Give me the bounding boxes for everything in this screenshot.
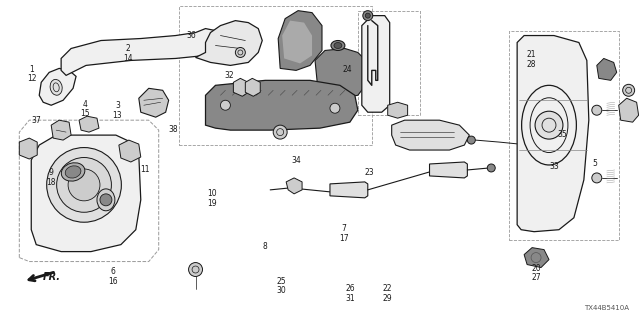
Text: 11: 11 — [141, 165, 150, 174]
Polygon shape — [31, 135, 141, 252]
Polygon shape — [315, 49, 368, 98]
Text: 7
17: 7 17 — [339, 224, 348, 243]
Text: 23: 23 — [365, 168, 374, 177]
Polygon shape — [388, 102, 408, 118]
Circle shape — [273, 125, 287, 139]
Circle shape — [363, 11, 372, 20]
Text: 5: 5 — [593, 159, 598, 168]
Text: 33: 33 — [550, 162, 559, 171]
Circle shape — [365, 13, 371, 18]
Polygon shape — [205, 80, 358, 130]
Text: 36: 36 — [186, 31, 196, 40]
Circle shape — [467, 136, 476, 144]
Circle shape — [623, 84, 635, 96]
Polygon shape — [39, 68, 76, 105]
Polygon shape — [596, 59, 617, 80]
Text: 20
27: 20 27 — [532, 264, 541, 283]
Circle shape — [592, 105, 602, 115]
Ellipse shape — [65, 166, 81, 178]
Circle shape — [535, 111, 563, 139]
Circle shape — [220, 100, 230, 110]
Polygon shape — [234, 78, 248, 96]
Ellipse shape — [61, 163, 85, 181]
Text: 26
31: 26 31 — [345, 284, 355, 303]
Text: 35: 35 — [557, 130, 567, 139]
Polygon shape — [429, 162, 467, 178]
Circle shape — [236, 47, 245, 58]
Circle shape — [189, 262, 202, 276]
Text: 2
14: 2 14 — [123, 44, 132, 63]
Polygon shape — [245, 78, 260, 96]
Circle shape — [487, 164, 495, 172]
Text: 21
28: 21 28 — [527, 50, 536, 69]
Polygon shape — [524, 248, 549, 268]
Ellipse shape — [50, 79, 62, 95]
Polygon shape — [282, 20, 312, 63]
Polygon shape — [139, 88, 169, 117]
Ellipse shape — [331, 41, 345, 51]
Text: 1
12: 1 12 — [28, 65, 36, 83]
Polygon shape — [119, 140, 141, 162]
Circle shape — [592, 173, 602, 183]
Text: TX44B5410A: TX44B5410A — [584, 305, 628, 311]
Circle shape — [330, 103, 340, 113]
Text: 25
30: 25 30 — [277, 276, 287, 295]
Text: 9
18: 9 18 — [46, 168, 56, 187]
Ellipse shape — [334, 43, 342, 49]
Polygon shape — [619, 98, 639, 122]
Polygon shape — [278, 11, 322, 70]
Text: 6
16: 6 16 — [108, 267, 118, 286]
Text: 22
29: 22 29 — [382, 284, 392, 303]
Circle shape — [100, 194, 112, 206]
Polygon shape — [517, 36, 589, 232]
Text: 4
15: 4 15 — [81, 100, 90, 118]
Polygon shape — [286, 178, 302, 194]
Polygon shape — [362, 16, 390, 112]
Text: 10
19: 10 19 — [207, 189, 216, 208]
Ellipse shape — [97, 189, 115, 211]
Polygon shape — [392, 120, 469, 150]
Text: 38: 38 — [168, 125, 179, 134]
Text: 24: 24 — [342, 65, 352, 74]
Polygon shape — [19, 138, 37, 159]
Polygon shape — [330, 182, 368, 198]
Text: 34: 34 — [291, 156, 301, 164]
Polygon shape — [79, 116, 99, 132]
Polygon shape — [51, 120, 71, 140]
Text: 37: 37 — [31, 116, 42, 125]
Ellipse shape — [57, 157, 111, 212]
Text: 32: 32 — [225, 71, 234, 80]
Polygon shape — [61, 28, 220, 76]
Ellipse shape — [47, 148, 122, 222]
Text: FR.: FR. — [44, 273, 61, 283]
Ellipse shape — [68, 169, 100, 201]
Text: 3
13: 3 13 — [113, 101, 122, 120]
Text: 8: 8 — [262, 242, 267, 251]
Polygon shape — [196, 20, 262, 65]
